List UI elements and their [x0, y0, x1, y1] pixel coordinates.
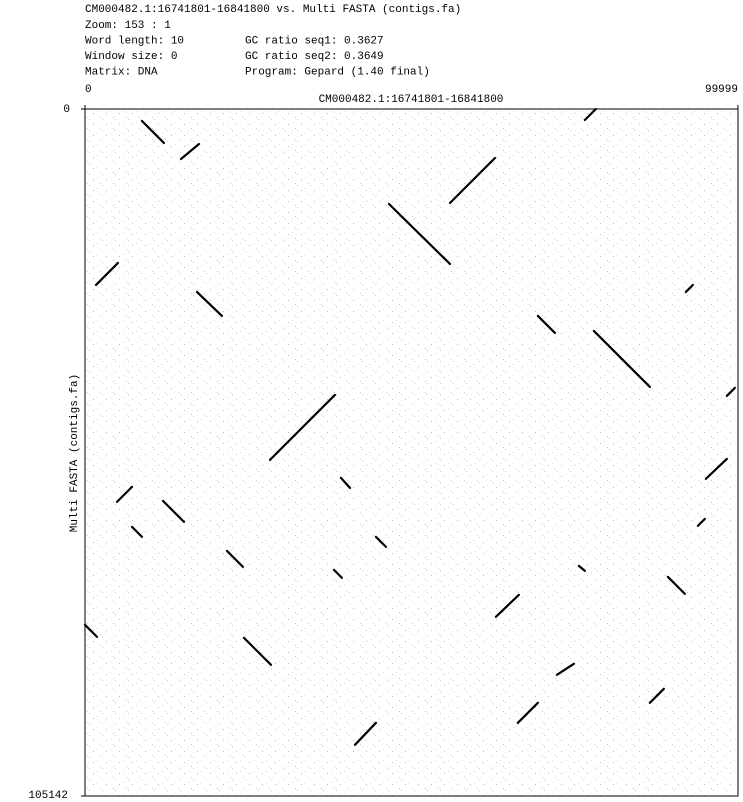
y-axis-label: Multi FASTA (contigs.fa) [69, 374, 81, 532]
alignment [516, 701, 540, 724]
info-item: Word length: 10 [85, 35, 184, 47]
alignment [83, 623, 99, 638]
x-axis-label: CM000482.1:16741801-16841800 [319, 94, 504, 106]
alignment [592, 329, 651, 389]
alignment [339, 476, 352, 489]
alignment [115, 485, 134, 503]
info: Zoom: 153 : 1 Word length: 10 Window size:… [85, 20, 430, 79]
alignment [684, 283, 694, 294]
alignment [494, 593, 520, 618]
y-tick-label: 105142 [28, 790, 68, 802]
alignment [353, 721, 378, 746]
info-item: Matrix: DNA [85, 66, 158, 78]
info-item: Zoom: 153 : 1 [85, 20, 171, 32]
info-item: Program: Gepard (1.40 final) [245, 66, 430, 78]
alignment [387, 202, 452, 266]
alignment [666, 575, 686, 595]
info-item: Window size: 0 [85, 51, 177, 63]
alignment [179, 142, 201, 161]
alignment [242, 636, 273, 666]
plot-area [84, 108, 739, 797]
alignment [725, 386, 736, 398]
alignment [648, 687, 665, 704]
alignment [195, 290, 224, 318]
info-item: GC ratio seq2: 0.3649 [245, 51, 384, 63]
alignment [161, 499, 186, 523]
alignment [140, 119, 166, 145]
alignment [94, 261, 120, 287]
alignment [583, 107, 597, 122]
alignment [577, 564, 586, 572]
title: CM000482.1:16741801-16841800 vs. Multi F… [85, 4, 461, 16]
alignment [555, 662, 575, 676]
alignment [332, 568, 344, 579]
x-tick-label: 0 [85, 84, 92, 96]
x-tick-label: 99999 [705, 84, 738, 96]
y-tick-label: 0 [63, 104, 70, 116]
alignment [536, 314, 557, 335]
alignment [374, 535, 388, 548]
alignment [704, 457, 728, 480]
alignment [696, 517, 706, 527]
alignment [130, 525, 144, 538]
alignment [225, 549, 245, 568]
alignment [268, 393, 337, 461]
info-item: GC ratio seq1: 0.3627 [245, 35, 384, 47]
alignment [448, 156, 497, 205]
